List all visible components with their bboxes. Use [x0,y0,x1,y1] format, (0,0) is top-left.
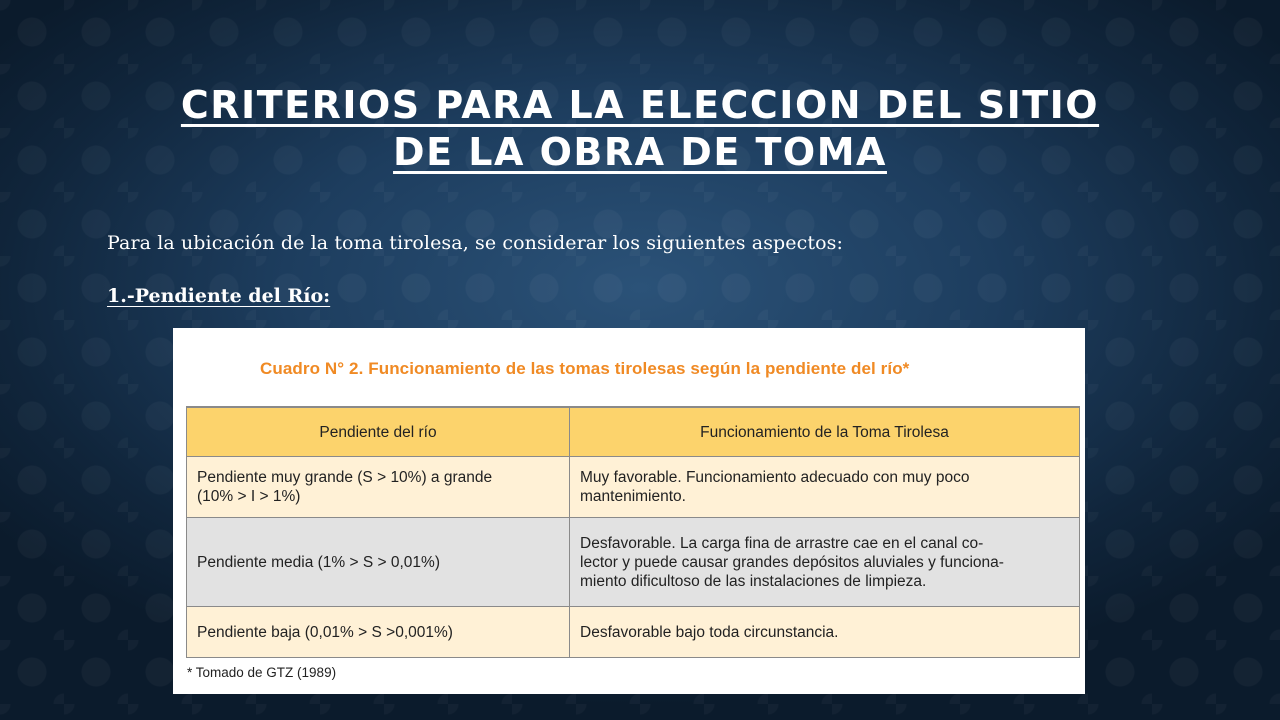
slide-title: CRITERIOS PARA LA ELECCION DEL SITIO DE … [0,82,1280,176]
table-caption: Cuadro N° 2. Funcionamiento de las tomas… [260,359,910,378]
slide-title-line-1: CRITERIOS PARA LA ELECCION DEL SITIO [180,83,1100,127]
cell-line: Pendiente muy grande (S > 10%) a grande [197,469,493,486]
cell-pendiente: Pendiente muy grande (S > 10%) a grande … [186,456,570,518]
section-heading: 1.-Pendiente del Río: [107,285,331,307]
cell-funcionamiento: Desfavorable bajo toda circunstancia. [569,606,1080,658]
table-row: Pendiente baja (0,01% > S >0,001%) Desfa… [186,606,1080,658]
cell-line: mantenimiento. [580,488,686,505]
cell-line: lector y puede causar grandes depósitos … [580,553,1004,571]
table-row: Pendiente muy grande (S > 10%) a grande … [186,456,1080,518]
cell-line: miento dificultoso de las instalaciones … [580,572,927,590]
cell-line: (10% > I > 1%) [197,488,301,505]
table-header-row: Pendiente del río Funcionamiento de la T… [186,406,1080,457]
table-row: Pendiente media (1% > S > 0,01%) Desfavo… [186,517,1080,607]
cell-funcionamiento: Muy favorable. Funcionamiento adecuado c… [569,456,1080,518]
intro-text: Para la ubicación de la toma tirolesa, s… [107,232,844,254]
table-figure: Cuadro N° 2. Funcionamiento de las tomas… [173,328,1085,694]
cell-line: Muy favorable. Funcionamiento adecuado c… [580,469,970,486]
slide-title-line-2: DE LA OBRA DE TOMA [393,130,887,174]
cell-funcionamiento: Desfavorable. La carga fina de arrastre … [569,517,1080,607]
cell-line: Desfavorable. La carga fina de arrastre … [580,534,984,552]
table-footnote: * Tomado de GTZ (1989) [187,665,337,680]
cell-pendiente: Pendiente baja (0,01% > S >0,001%) [186,606,570,658]
header-pendiente: Pendiente del río [186,406,570,457]
slope-table: Pendiente del río Funcionamiento de la T… [186,406,1080,658]
header-funcionamiento: Funcionamiento de la Toma Tirolesa [569,406,1080,457]
cell-pendiente: Pendiente media (1% > S > 0,01%) [186,517,570,607]
